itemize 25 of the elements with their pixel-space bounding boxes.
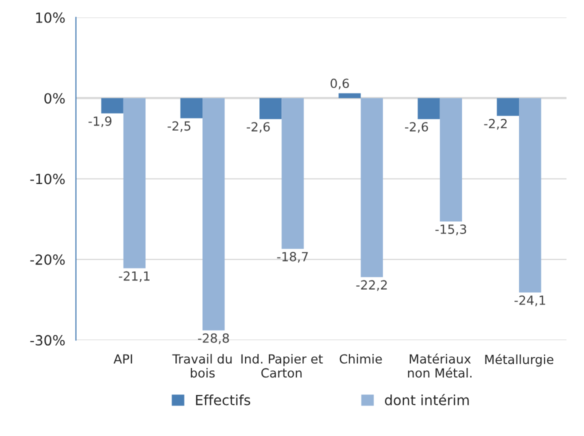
- x-tick-label: Ind. Papier et Carton: [241, 354, 323, 378]
- x-tick-label: Métallurgie: [485, 354, 554, 367]
- data-label: 0,6: [330, 78, 349, 90]
- x-tick-label: Matériaux non Métal.: [408, 353, 472, 378]
- data-label: -1,9: [88, 116, 112, 128]
- y-tick-label: 0%: [44, 93, 65, 104]
- data-label: -2,6: [246, 122, 270, 133]
- x-tick-label: API: [114, 354, 132, 364]
- data-label: -2,6: [405, 122, 428, 133]
- data-label: -28,8: [198, 333, 229, 344]
- data-label: -2,2: [484, 118, 507, 130]
- legend-label: Effectifs: [196, 394, 250, 406]
- y-tick-label: -20%: [30, 254, 65, 265]
- data-label: -21,1: [118, 271, 150, 282]
- data-label: -22,2: [356, 280, 387, 291]
- y-tick-label: 10%: [36, 12, 65, 23]
- data-label: -2,5: [168, 121, 190, 132]
- data-label: -24,1: [514, 295, 546, 306]
- legend-label: dont intérim: [384, 394, 469, 406]
- x-tick-label: Travail du bois: [172, 354, 232, 378]
- x-tick-label: Chimie: [340, 354, 382, 364]
- data-label: -18,7: [277, 252, 308, 263]
- data-label: -15,3: [435, 224, 466, 236]
- y-tick-label: -10%: [30, 174, 65, 184]
- y-tick-label: -30%: [30, 335, 65, 346]
